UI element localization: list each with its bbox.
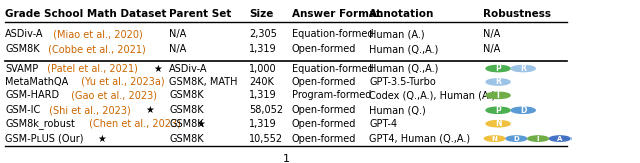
Text: D: D <box>520 106 527 115</box>
Text: Human (A.): Human (A.) <box>369 29 425 39</box>
Text: Open-formed: Open-formed <box>292 77 356 87</box>
Text: GSM-IC: GSM-IC <box>5 105 40 115</box>
Text: (Shi et al., 2023): (Shi et al., 2023) <box>46 105 131 115</box>
Text: GSM8K: GSM8K <box>169 134 204 144</box>
Text: R: R <box>520 64 526 73</box>
Circle shape <box>484 136 505 141</box>
Text: ★: ★ <box>97 134 106 144</box>
Circle shape <box>486 65 510 72</box>
Circle shape <box>593 136 614 141</box>
Text: Answer Format: Answer Format <box>292 9 381 19</box>
Text: GSM8K, MATH: GSM8K, MATH <box>169 77 237 87</box>
Circle shape <box>511 107 535 113</box>
Circle shape <box>486 107 510 113</box>
Text: Open-formed: Open-formed <box>292 44 356 54</box>
Text: GPT-4: GPT-4 <box>369 119 397 129</box>
Text: Equation-formed: Equation-formed <box>292 29 374 39</box>
Text: Size: Size <box>249 9 273 19</box>
Text: 240K: 240K <box>249 77 274 87</box>
Text: N: N <box>495 119 501 128</box>
Text: GSM8K: GSM8K <box>169 105 204 115</box>
Text: Open-formed: Open-formed <box>292 134 356 144</box>
Circle shape <box>636 136 640 141</box>
Text: I: I <box>537 136 540 142</box>
Text: Human (Q.,A.): Human (Q.,A.) <box>369 44 438 54</box>
Text: GPT-3.5-Turbo: GPT-3.5-Turbo <box>369 77 436 87</box>
Text: D: D <box>622 136 628 142</box>
Text: GSM-PʟUS (Our): GSM-PʟUS (Our) <box>5 134 84 144</box>
Circle shape <box>486 79 510 85</box>
Text: N/A: N/A <box>169 29 186 39</box>
Circle shape <box>614 136 635 141</box>
Text: ASDiv-A: ASDiv-A <box>5 29 44 39</box>
Text: Parent Set: Parent Set <box>169 9 232 19</box>
Text: Robustness: Robustness <box>483 9 551 19</box>
Text: GSM8k_robust: GSM8k_robust <box>5 118 75 129</box>
Text: 1,000: 1,000 <box>249 64 276 74</box>
Circle shape <box>528 136 548 141</box>
Text: Open-formed: Open-formed <box>292 119 356 129</box>
Text: Codex (Q.,A.), Human (A.): Codex (Q.,A.), Human (A.) <box>369 90 495 100</box>
Text: (Miao et al., 2020): (Miao et al., 2020) <box>49 29 142 39</box>
Text: GPT4, Human (Q.,A.): GPT4, Human (Q.,A.) <box>369 134 470 144</box>
Text: GSM8K: GSM8K <box>169 90 204 100</box>
Text: I: I <box>497 91 500 100</box>
Text: P: P <box>495 64 501 73</box>
Text: Equation-formed: Equation-formed <box>292 64 374 74</box>
Text: Program-formed: Program-formed <box>292 90 371 100</box>
Text: ★: ★ <box>154 64 162 74</box>
Text: 1,319: 1,319 <box>249 90 276 100</box>
Text: ASDiv-A: ASDiv-A <box>169 64 207 74</box>
Circle shape <box>550 136 570 141</box>
Text: ★: ★ <box>145 105 154 115</box>
Text: 58,052: 58,052 <box>249 105 284 115</box>
Circle shape <box>506 136 527 141</box>
Text: Human (Q.): Human (Q.) <box>369 105 426 115</box>
Text: MetaMathQA: MetaMathQA <box>5 77 68 87</box>
Text: N: N <box>492 136 498 142</box>
Text: SVAMP: SVAMP <box>5 64 38 74</box>
Text: N/A: N/A <box>483 29 500 39</box>
Text: Open-formed: Open-formed <box>292 105 356 115</box>
Text: ★: ★ <box>196 119 205 129</box>
Text: GSM8K: GSM8K <box>5 44 40 54</box>
Text: (Cobbe et al., 2021): (Cobbe et al., 2021) <box>45 44 146 54</box>
Text: R: R <box>495 77 501 86</box>
Circle shape <box>511 65 535 72</box>
Text: (Gao et al., 2023): (Gao et al., 2023) <box>68 90 157 100</box>
Text: 2,305: 2,305 <box>249 29 277 39</box>
Circle shape <box>486 92 510 98</box>
Text: N/A: N/A <box>483 44 500 54</box>
Text: Grade School Math Dataset: Grade School Math Dataset <box>5 9 167 19</box>
Text: P: P <box>495 106 501 115</box>
Text: Annotation: Annotation <box>369 9 435 19</box>
Circle shape <box>486 121 510 127</box>
Text: 1,319: 1,319 <box>249 44 276 54</box>
Text: (Patel et al., 2021): (Patel et al., 2021) <box>44 64 138 74</box>
Text: 1: 1 <box>283 154 290 163</box>
Circle shape <box>571 136 592 141</box>
Text: 1,319: 1,319 <box>249 119 276 129</box>
Text: (Yu et al., 2023a): (Yu et al., 2023a) <box>78 77 164 87</box>
Text: Human (Q.,A.): Human (Q.,A.) <box>369 64 438 74</box>
Text: GSM-HARD: GSM-HARD <box>5 90 60 100</box>
Text: D: D <box>513 136 519 142</box>
Text: P: P <box>600 136 605 142</box>
Text: GSM8K: GSM8K <box>169 119 204 129</box>
Text: R: R <box>579 136 584 142</box>
Text: (Chen et al., 2023): (Chen et al., 2023) <box>86 119 180 129</box>
Text: N/A: N/A <box>169 44 186 54</box>
Text: A: A <box>557 136 563 142</box>
Text: 10,552: 10,552 <box>249 134 284 144</box>
